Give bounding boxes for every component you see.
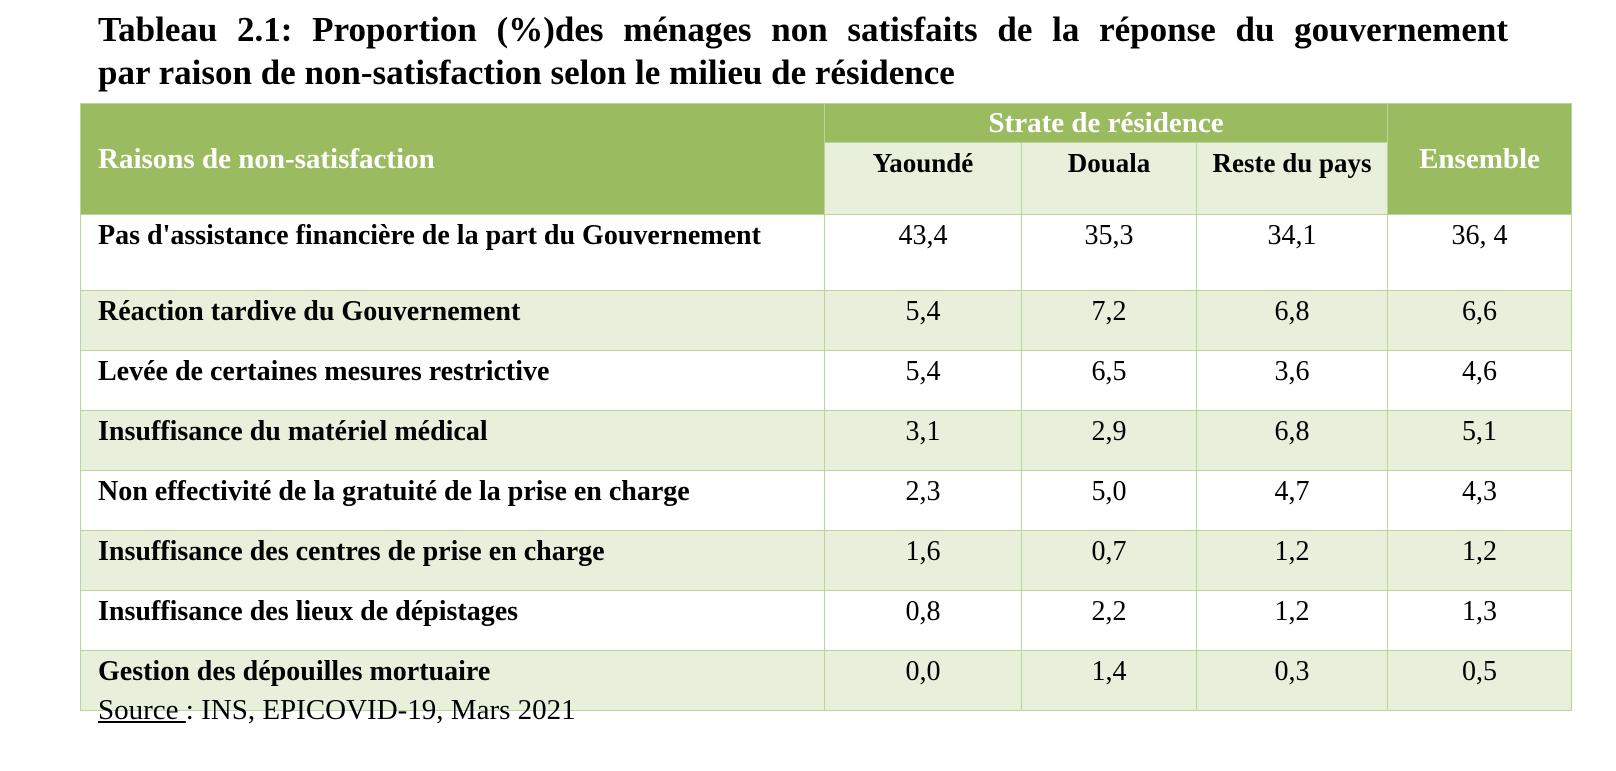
row-label: Insuffisance des lieux de dépistages (80, 590, 825, 651)
header-reste: Reste du pays (1196, 142, 1388, 215)
table-body: Pas d'assistance financière de la part d… (80, 214, 1572, 711)
cell-reste: 6,8 (1196, 410, 1388, 471)
cell-ensemble: 1,3 (1387, 590, 1572, 651)
table-row: Insuffisance des lieux de dépistages 0,8 2… (80, 590, 1572, 651)
title-line-1: Tableau 2.1: Proportion (%)des ménages n… (98, 10, 1508, 49)
table-row: Insuffisance des centres de prise en cha… (80, 530, 1572, 591)
cell-douala: 5,0 (1021, 470, 1197, 531)
row-label: Insuffisance des centres de prise en cha… (80, 530, 825, 591)
data-table: Raisons de non-satisfaction Strate de ré… (80, 103, 1572, 711)
cell-yaounde: 0,8 (824, 590, 1022, 651)
table-row: Pas d'assistance financière de la part d… (80, 214, 1572, 291)
table-row: Réaction tardive du Gouvernement 5,4 7,2 6,… (80, 290, 1572, 351)
header-row-sub: Yaoundé Douala Reste du pays (81, 142, 1572, 215)
cell-yaounde: 5,4 (824, 350, 1022, 411)
cell-yaounde: 2,3 (824, 470, 1022, 531)
title-line-2: par raison de non-satisfaction selon le … (98, 53, 955, 92)
cell-yaounde: 43,4 (824, 214, 1022, 291)
header-ensemble: Ensemble (1387, 103, 1572, 215)
table-row: Insuffisance du matériel médical 3,1 2,9 6,… (80, 410, 1572, 471)
cell-reste: 34,1 (1196, 214, 1388, 291)
row-label: Pas d'assistance financière de la part d… (80, 214, 825, 291)
cell-ensemble: 6,6 (1387, 290, 1572, 351)
row-label: Non effectivité de la gratuité de la pri… (80, 470, 825, 531)
header-yaounde: Yaoundé (824, 142, 1022, 215)
cell-reste: 1,2 (1196, 530, 1388, 591)
cell-douala: 1,4 (1021, 650, 1197, 711)
cell-ensemble: 36, 4 (1387, 214, 1572, 291)
cell-yaounde: 3,1 (824, 410, 1022, 471)
cell-ensemble: 4,3 (1387, 470, 1572, 531)
cell-reste: 3,6 (1196, 350, 1388, 411)
row-label: Levée de certaines mesures restrictive (80, 350, 825, 411)
row-label: Insuffisance du matériel médical (80, 410, 825, 471)
cell-ensemble: 0,5 (1387, 650, 1572, 711)
table-row: Levée de certaines mesures restrictive 5,… (80, 350, 1572, 411)
header-reasons: Raisons de non-satisfaction (80, 103, 825, 215)
table-row: Non effectivité de la gratuité de la pri… (80, 470, 1572, 531)
header-douala: Douala (1021, 142, 1197, 215)
cell-reste: 0,3 (1196, 650, 1388, 711)
cell-ensemble: 1,2 (1387, 530, 1572, 591)
cell-yaounde: 1,6 (824, 530, 1022, 591)
cell-yaounde: 0,0 (824, 650, 1022, 711)
source-note: Source : INS, EPICOVID-19, Mars 2021 (98, 694, 576, 727)
cell-douala: 7,2 (1021, 290, 1197, 351)
row-label: Gestion des dépouilles mortuaire (80, 650, 825, 711)
cell-reste: 6,8 (1196, 290, 1388, 351)
cell-reste: 4,7 (1196, 470, 1388, 531)
table-row: Gestion des dépouilles mortuaire 0,0 1,4 0,… (80, 650, 1572, 711)
source-label: Source (98, 694, 186, 726)
cell-douala: 0,7 (1021, 530, 1197, 591)
cell-douala: 35,3 (1021, 214, 1197, 291)
cell-ensemble: 4,6 (1387, 350, 1572, 411)
cell-douala: 2,9 (1021, 410, 1197, 471)
row-label: Réaction tardive du Gouvernement (80, 290, 825, 351)
source-text: : INS, EPICOVID-19, Mars 2021 (185, 694, 576, 726)
header-row-top: Raisons de non-satisfaction Strate de ré… (80, 103, 1572, 215)
cell-douala: 6,5 (1021, 350, 1197, 411)
cell-reste: 1,2 (1196, 590, 1388, 651)
cell-douala: 2,2 (1021, 590, 1197, 651)
cell-yaounde: 5,4 (824, 290, 1022, 351)
header-strate: Strate de résidence (824, 103, 1388, 143)
table-title: Tableau 2.1: Proportion (%)des ménages n… (98, 8, 1508, 94)
cell-ensemble: 5,1 (1387, 410, 1572, 471)
